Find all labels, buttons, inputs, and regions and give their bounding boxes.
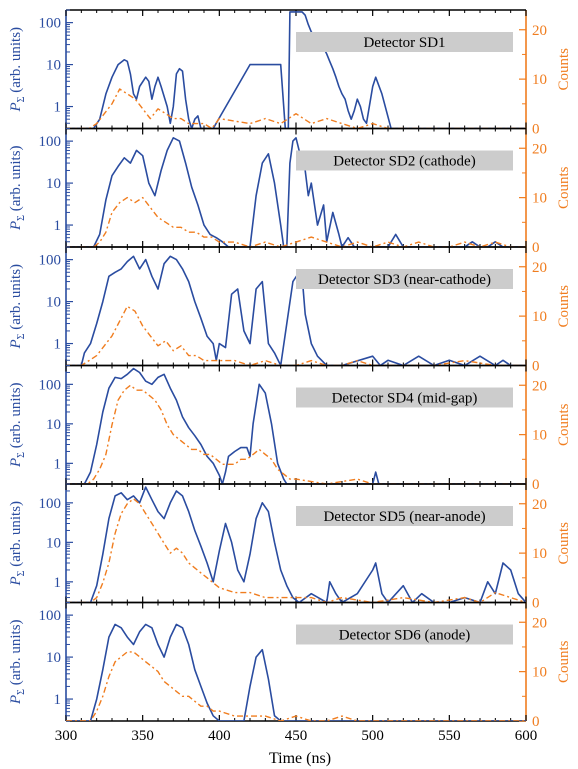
y-right-tick-label: 0 bbox=[532, 240, 540, 256]
detector-label-box bbox=[296, 624, 513, 645]
y-left-tick-label: 1 bbox=[54, 575, 62, 591]
y-left-axis-label: PΣ (arb. units) bbox=[8, 382, 27, 468]
y-right-tick-label: 20 bbox=[532, 615, 547, 631]
counts-trace bbox=[66, 88, 526, 129]
detector-label-box bbox=[296, 150, 513, 171]
traces bbox=[66, 623, 526, 721]
y-left-tick-label: 100 bbox=[39, 253, 62, 269]
detector-label-box bbox=[296, 506, 513, 526]
y-right-axis-label: Counts bbox=[556, 403, 572, 446]
y-right-tick-label: 10 bbox=[532, 546, 547, 562]
counts-trace bbox=[66, 498, 526, 603]
power-trace bbox=[66, 11, 526, 129]
detector-label: Detector SD1 bbox=[363, 35, 445, 51]
detector-label-box bbox=[296, 32, 513, 52]
power-trace bbox=[66, 623, 526, 721]
counts-trace bbox=[66, 384, 526, 484]
y-right-tick-label: 0 bbox=[532, 596, 540, 612]
y-left-axis-label: PΣ (arb. units) bbox=[8, 145, 27, 231]
power-trace bbox=[66, 137, 526, 247]
y-right-tick-label: 0 bbox=[532, 477, 540, 493]
x-tick-label: 600 bbox=[515, 728, 538, 744]
y-right-tick-label: 10 bbox=[532, 72, 547, 88]
y-left-tick-label: 1 bbox=[54, 100, 62, 116]
y-left-axis-label: PΣ (arb. units) bbox=[8, 619, 27, 705]
detector-label: Detector SD3 (near-cathode) bbox=[318, 272, 491, 288]
panel-5: 1 10 100 0 10 20 PΣ (arb. units) Counts Detector… bbox=[8, 483, 572, 612]
counts-trace bbox=[66, 305, 526, 366]
x-tick-label: 500 bbox=[361, 728, 384, 744]
detector-label: Detector SD2 (cathode) bbox=[333, 154, 475, 170]
y-left-tick-label: 10 bbox=[46, 176, 61, 192]
y-left-axis-label: PΣ (arb. units) bbox=[8, 264, 27, 350]
y-left-tick-label: 100 bbox=[39, 377, 62, 393]
y-left-tick-label: 10 bbox=[46, 535, 61, 551]
y-left-tick-label: 10 bbox=[46, 417, 61, 433]
y-right-tick-label: 20 bbox=[532, 378, 547, 394]
y-left-tick-label: 10 bbox=[46, 295, 61, 311]
y-right-axis-label: Counts bbox=[556, 166, 572, 209]
panel-4: 1 10 100 0 10 20 PΣ (arb. units) Counts Detector… bbox=[8, 364, 572, 493]
y-left-tick-label: 1 bbox=[54, 692, 62, 708]
y-right-tick-label: 20 bbox=[532, 141, 547, 157]
y-left-axis-label: PΣ (arb. units) bbox=[8, 501, 27, 587]
y-left-tick-label: 1 bbox=[54, 337, 62, 353]
y-left-tick-label: 1 bbox=[54, 456, 62, 472]
counts-trace bbox=[66, 196, 526, 247]
y-right-axis-label: Counts bbox=[556, 48, 572, 91]
x-axis-label: Time (ns) bbox=[269, 750, 331, 767]
y-right-tick-label: 20 bbox=[532, 23, 547, 39]
y-right-axis-label: Counts bbox=[556, 640, 572, 683]
y-right-tick-label: 0 bbox=[532, 359, 540, 375]
y-right-tick-label: 20 bbox=[532, 497, 547, 513]
panel-1: 1 10 100 0 10 20 PΣ (arb. units) Counts Detector… bbox=[8, 9, 572, 138]
power-trace bbox=[66, 367, 526, 484]
detector-label-box bbox=[296, 269, 513, 289]
traces bbox=[66, 255, 526, 366]
detector-label: Detector SD5 (near-anode) bbox=[323, 509, 485, 525]
y-right-tick-label: 10 bbox=[532, 428, 547, 444]
traces bbox=[66, 486, 526, 603]
y-right-tick-label: 10 bbox=[532, 309, 547, 325]
y-left-axis-label: PΣ (arb. units) bbox=[8, 27, 27, 113]
y-right-tick-label: 10 bbox=[532, 665, 547, 681]
y-left-tick-label: 1 bbox=[54, 218, 62, 234]
traces bbox=[66, 367, 526, 484]
y-left-tick-label: 100 bbox=[39, 16, 62, 32]
traces bbox=[66, 137, 526, 247]
y-right-tick-label: 0 bbox=[532, 714, 540, 730]
y-right-axis-label: Counts bbox=[556, 285, 572, 328]
y-right-tick-label: 20 bbox=[532, 260, 547, 276]
y-left-tick-label: 10 bbox=[46, 58, 61, 74]
x-tick-label: 300 bbox=[55, 728, 78, 744]
panel-6: 1 10 100 0 10 20 PΣ (arb. units) Counts Detector… bbox=[8, 601, 572, 744]
panel-2: 1 10 100 0 10 20 PΣ (arb. units) Counts Detector… bbox=[8, 127, 572, 256]
traces bbox=[66, 11, 526, 129]
x-tick-label: 400 bbox=[208, 728, 231, 744]
y-left-tick-label: 100 bbox=[39, 496, 62, 512]
y-left-tick-label: 100 bbox=[39, 608, 62, 624]
panel-3: 1 10 100 0 10 20 PΣ (arb. units) Counts Detector… bbox=[8, 246, 572, 375]
counts-trace bbox=[66, 651, 526, 721]
x-tick-label: 350 bbox=[131, 728, 154, 744]
y-left-tick-label: 10 bbox=[46, 650, 61, 666]
y-right-tick-label: 10 bbox=[532, 191, 547, 207]
power-trace bbox=[66, 486, 526, 603]
y-left-tick-label: 100 bbox=[39, 134, 62, 150]
y-right-tick-label: 0 bbox=[532, 122, 540, 138]
x-tick-label: 450 bbox=[285, 728, 308, 744]
detector-label: Detector SD6 (anode) bbox=[339, 628, 471, 644]
power-trace bbox=[66, 255, 526, 366]
x-tick-label: 550 bbox=[438, 728, 461, 744]
detector-label: Detector SD4 (mid-gap) bbox=[332, 391, 478, 407]
y-right-axis-label: Counts bbox=[556, 522, 572, 565]
detector-label-box bbox=[296, 387, 513, 408]
